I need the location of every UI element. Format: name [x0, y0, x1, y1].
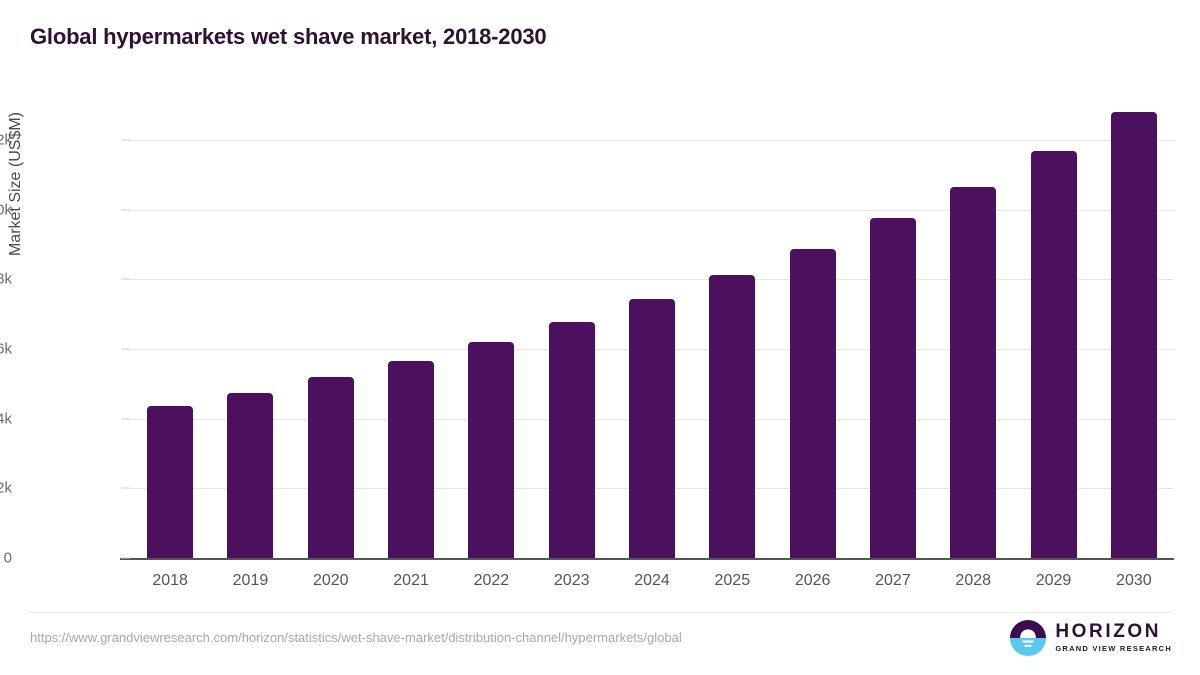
x-tick-label-2023: 2023: [553, 572, 590, 589]
y-tick-label: 6k: [0, 340, 12, 358]
y-tick-label: 10k: [0, 201, 12, 219]
horizon-logo-icon: [1010, 620, 1047, 656]
source-url[interactable]: https://www.grandviewresearch.com/horizo…: [30, 630, 682, 645]
gridline: [130, 279, 1174, 281]
y-tick-label: 4k: [0, 410, 12, 428]
x-tick-label-2026: 2026: [794, 572, 831, 589]
x-tick-label-2025: 2025: [714, 572, 751, 589]
x-tick-label-2022: 2022: [473, 572, 510, 589]
logo-text: HORIZON GRAND VIEW RESEARCH: [1055, 622, 1172, 654]
bar-2023[interactable]: [548, 321, 595, 558]
y-tick-mark: [121, 139, 130, 141]
gridline: [130, 140, 1174, 141]
bar-2022[interactable]: [468, 342, 515, 558]
bar-2030[interactable]: [1110, 112, 1157, 558]
gridline: [130, 209, 1174, 211]
y-tick-label: 0: [3, 549, 12, 567]
y-tick-mark: [121, 209, 130, 211]
bar-2026[interactable]: [789, 249, 836, 558]
x-tick-label-2024: 2024: [634, 572, 670, 589]
plot-area: [130, 112, 1174, 558]
x-tick-label-2018: 2018: [152, 572, 188, 589]
bar-2029[interactable]: [1030, 151, 1077, 558]
x-tick-label-2020: 2020: [312, 572, 349, 589]
bar-2019[interactable]: [227, 392, 274, 558]
bar-2018[interactable]: [147, 406, 194, 558]
x-axis-line: [120, 558, 1174, 560]
y-tick-mark: [121, 278, 130, 280]
y-axis-title: Market Size (US$M): [7, 111, 24, 257]
page-title: Global hypermarkets wet shave market, 20…: [30, 24, 547, 49]
x-tick-label-2029: 2029: [1035, 572, 1072, 589]
x-tick-label-2021: 2021: [393, 572, 429, 589]
x-tick-label-2030: 2030: [1116, 572, 1152, 589]
bar-2028[interactable]: [950, 187, 997, 558]
footer-divider: [26, 612, 1174, 613]
logo-tagline: GRAND VIEW RESEARCH: [1055, 644, 1172, 654]
logo-name: HORIZON: [1055, 621, 1162, 643]
bar-2027[interactable]: [869, 218, 916, 558]
x-tick-label-2028: 2028: [955, 572, 992, 589]
y-tick-label: 8k: [0, 270, 12, 288]
y-tick-mark: [121, 418, 130, 420]
bar-2024[interactable]: [629, 299, 675, 558]
horizon-logo[interactable]: HORIZON GRAND VIEW RESEARCH: [1010, 620, 1172, 656]
bar-2021[interactable]: [388, 361, 435, 558]
y-tick-label: 2k: [0, 479, 12, 497]
x-tick-label-2019: 2019: [232, 572, 269, 589]
bar-2020[interactable]: [307, 376, 354, 558]
y-tick-mark: [121, 487, 130, 489]
x-tick-label-2027: 2027: [875, 572, 911, 589]
bar-2025[interactable]: [709, 274, 756, 558]
y-tick-mark: [121, 557, 130, 559]
y-tick-mark: [121, 348, 130, 350]
y-tick-label: 12k: [0, 131, 12, 149]
